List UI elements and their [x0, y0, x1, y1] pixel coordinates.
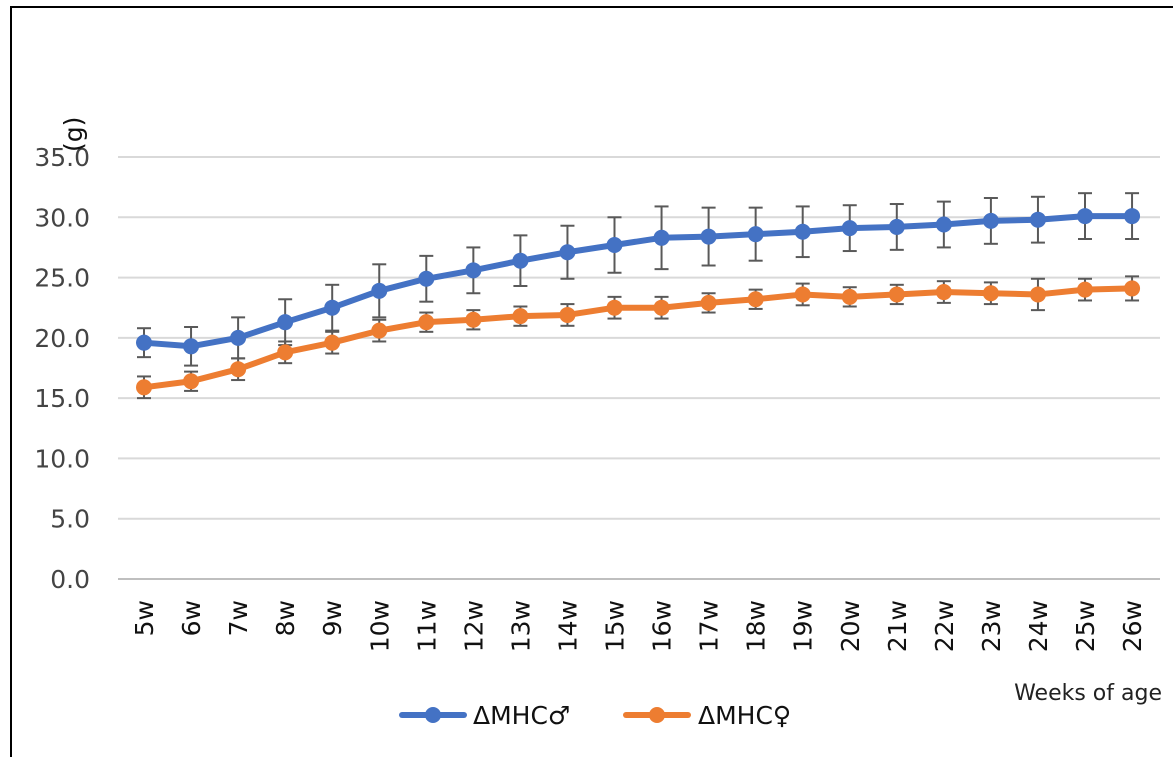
x-tick-label: 25w: [1071, 600, 1100, 652]
legend-label: ΔMHC♂: [473, 701, 570, 730]
data-point: [841, 220, 858, 237]
data-point: [418, 314, 435, 331]
data-point: [136, 334, 152, 351]
y-tick-label: 25.0: [34, 264, 90, 293]
x-axis-ticks: 5w 6w 7w 8w 9w 10w 11w 12w 13w 14w 15w 16w 17w 18w 19w…: [130, 600, 1147, 652]
data-point: [230, 361, 247, 378]
data-point: [324, 299, 341, 316]
x-tick-label: 13w: [506, 600, 535, 652]
data-point: [700, 294, 717, 311]
data-point: [465, 262, 482, 279]
y-tick-label: 15.0: [34, 384, 90, 413]
data-point: [230, 329, 247, 346]
x-tick-label: 12w: [459, 600, 488, 652]
data-point: [136, 379, 152, 396]
data-point: [371, 322, 388, 339]
x-tick-label: 6w: [177, 600, 206, 636]
series-line: [141, 213, 1136, 350]
x-tick-label: 10w: [365, 600, 394, 652]
y-tick-label: 5.0: [50, 505, 90, 534]
data-point: [841, 288, 858, 305]
data-point: [653, 229, 670, 246]
x-tick-label: 18w: [742, 600, 771, 652]
x-tick-label: 16w: [648, 600, 677, 652]
data-point: [888, 286, 905, 303]
legend-swatch-marker: [425, 707, 441, 723]
chart-frame: [10, 6, 1173, 757]
data-point: [277, 314, 294, 331]
data-point: [183, 338, 200, 355]
data-point: [418, 270, 435, 287]
data-point: [512, 252, 529, 269]
data-point: [1124, 208, 1141, 225]
data-point: [700, 228, 717, 245]
x-tick-label: 8w: [271, 600, 300, 636]
data-point: [1124, 280, 1141, 297]
data-point: [888, 218, 905, 235]
series-1: [136, 192, 1141, 367]
data-point: [982, 212, 999, 229]
data-point: [935, 284, 952, 301]
x-tick-label: 24w: [1024, 600, 1053, 652]
y-tick-label: 0.0: [50, 565, 90, 594]
data-point: [371, 282, 388, 299]
legend: ΔMHC♂ ΔMHC♀: [399, 701, 791, 730]
data-point: [935, 216, 952, 233]
data-point: [559, 244, 576, 261]
x-tick-label: 23w: [977, 600, 1006, 652]
data-point: [794, 223, 811, 240]
data-point: [1029, 286, 1046, 303]
y-axis-ticks: 0.0 5.0 10.0 15.0 20.0 25.0 30.0 35.0: [34, 143, 90, 594]
x-tick-label: 22w: [930, 600, 959, 652]
data-point: [183, 373, 200, 390]
data-point: [606, 299, 623, 316]
grid-lines: [118, 156, 1160, 580]
y-tick-label: 30.0: [34, 203, 90, 232]
y-tick-label: 10.0: [34, 444, 90, 473]
x-tick-label: 9w: [318, 600, 347, 636]
x-tick-label: 15w: [601, 600, 630, 652]
data-point: [794, 286, 811, 303]
x-tick-label: 19w: [789, 600, 818, 652]
y-unit-label: (g): [59, 117, 88, 152]
data-point: [747, 226, 764, 243]
data-point: [606, 237, 623, 254]
y-tick-label: 35.0: [34, 143, 90, 172]
legend-swatch-marker: [649, 707, 665, 723]
x-tick-label: 17w: [695, 600, 724, 652]
data-point: [277, 344, 294, 361]
x-tick-label: 14w: [553, 600, 582, 652]
data-point: [747, 291, 764, 308]
data-point: [1029, 211, 1046, 228]
series-group: [136, 192, 1141, 400]
y-tick-label: 20.0: [34, 324, 90, 353]
x-axis-label: Weeks of age: [1014, 681, 1162, 706]
series-line: [141, 285, 1136, 391]
x-tick-label: 5w: [130, 600, 159, 636]
data-point: [1077, 208, 1093, 225]
x-tick-label: 26w: [1118, 600, 1147, 652]
legend-item: ΔMHC♀: [623, 701, 791, 730]
data-point: [653, 299, 670, 316]
legend-label: ΔMHC♀: [698, 701, 791, 730]
x-tick-label: 20w: [836, 600, 865, 652]
data-point: [1077, 281, 1093, 298]
data-point: [512, 308, 529, 325]
x-tick-label: 11w: [412, 600, 441, 652]
series-2: [136, 275, 1141, 400]
data-point: [559, 306, 576, 323]
data-point: [465, 311, 482, 328]
x-tick-label: 21w: [883, 600, 912, 652]
x-tick-label: 7w: [224, 600, 253, 636]
legend-item: ΔMHC♂: [399, 701, 570, 730]
data-point: [982, 285, 999, 302]
data-point: [324, 334, 341, 351]
